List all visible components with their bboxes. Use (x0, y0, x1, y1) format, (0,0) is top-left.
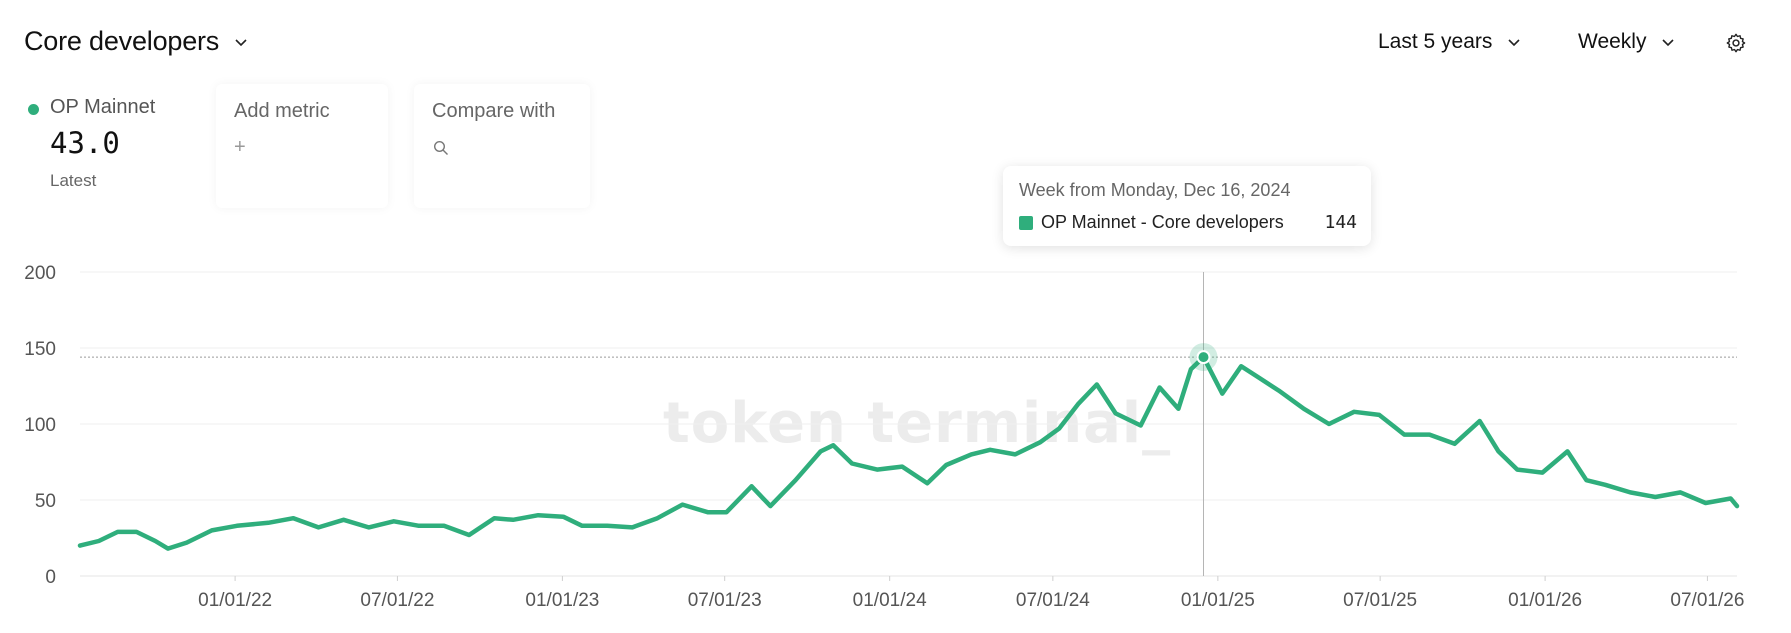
x-tick-label: 01/01/25 (1181, 590, 1255, 611)
metric-value-caption: Latest (50, 171, 97, 190)
x-tick-label: 07/01/22 (360, 590, 434, 611)
add-metric-label: Add metric (234, 100, 330, 122)
plus-icon: + (234, 136, 246, 158)
chevron-down-icon (235, 38, 247, 46)
y-tick-label: 100 (24, 415, 56, 436)
chevron-down-icon (1662, 39, 1675, 47)
chart-tooltip: Week from Monday, Dec 16, 2024 OP Mainne… (1003, 166, 1371, 246)
tooltip-series-value: 144 (1324, 212, 1357, 233)
metric-value: 43.0 (50, 126, 120, 160)
granularity-label: Weekly (1578, 30, 1647, 53)
x-tick-label: 07/01/26 (1670, 590, 1744, 611)
series-line-op-mainnet (77, 354, 1740, 551)
tooltip-date: Week from Monday, Dec 16, 2024 (1019, 180, 1291, 200)
metric-title-dropdown[interactable]: Core developers (24, 26, 251, 57)
y-tick-label: 150 (24, 339, 56, 360)
add-metric-button[interactable]: Add metric + (216, 84, 388, 208)
highlight-point (1196, 350, 1211, 365)
time-range-label: Last 5 years (1378, 30, 1493, 53)
compare-with-label: Compare with (432, 100, 556, 122)
y-tick-label: 200 (24, 263, 56, 284)
y-tick-label: 0 (45, 567, 56, 588)
tooltip-series-swatch (1019, 216, 1033, 230)
granularity-dropdown[interactable]: Weekly (1578, 30, 1678, 54)
y-tick-label: 50 (35, 491, 56, 512)
gear-icon[interactable] (1725, 32, 1747, 54)
series-color-dot (28, 104, 39, 115)
compare-with-button[interactable]: Compare with (414, 84, 590, 208)
tooltip-series-name: OP Mainnet - Core developers (1041, 212, 1284, 232)
x-tick-label: 01/01/23 (525, 590, 599, 611)
time-range-dropdown[interactable]: Last 5 years (1378, 30, 1524, 54)
x-tick-label: 07/01/25 (1343, 590, 1417, 611)
search-icon (433, 140, 448, 155)
x-tick-label: 01/01/24 (853, 590, 927, 611)
x-tick-label: 01/01/26 (1508, 590, 1582, 611)
chevron-down-icon (1508, 39, 1520, 47)
x-tick-label: 01/01/22 (198, 590, 272, 611)
x-tick-label: 07/01/23 (688, 590, 762, 611)
page-title: Core developers (24, 26, 220, 56)
x-tick-label: 07/01/24 (1016, 590, 1090, 611)
metric-name: OP Mainnet (50, 96, 156, 118)
